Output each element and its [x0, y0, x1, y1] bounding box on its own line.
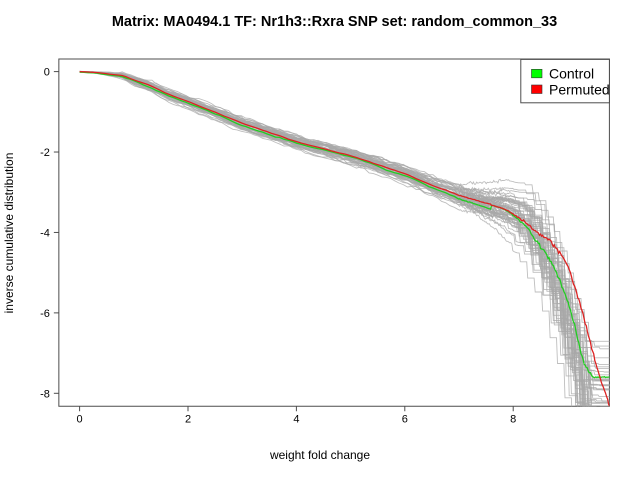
svg-text:-4: -4 [40, 227, 50, 239]
svg-text:6: 6 [402, 413, 408, 425]
svg-text:4: 4 [293, 413, 299, 425]
svg-text:8: 8 [510, 413, 516, 425]
svg-text:-6: -6 [40, 308, 50, 320]
svg-text:2: 2 [185, 413, 191, 425]
svg-text:-2: -2 [40, 147, 50, 159]
svg-text:0: 0 [44, 67, 50, 79]
svg-text:inverse cumulative distributio: inverse cumulative distribution [2, 153, 16, 314]
svg-text:Control: Control [549, 66, 594, 82]
svg-text:0: 0 [77, 413, 83, 425]
svg-text:Permuted: Permuted [549, 82, 610, 98]
svg-text:-8: -8 [40, 388, 50, 400]
